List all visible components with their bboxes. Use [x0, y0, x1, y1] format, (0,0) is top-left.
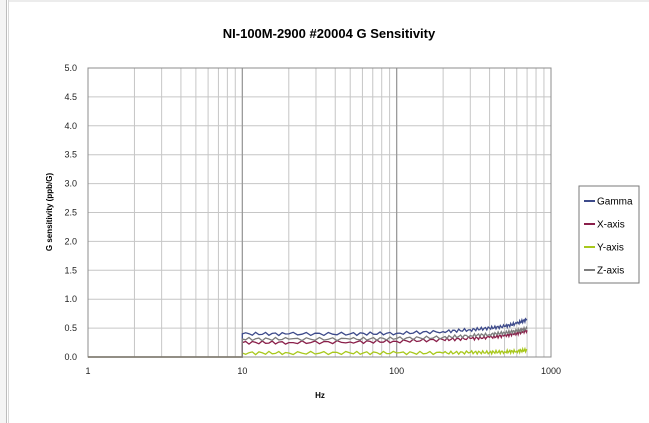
left-window-divider [8, 0, 9, 423]
y-tick-label: 1.0 [64, 294, 77, 304]
chart-title: NI-100M-2900 #20004 G Sensitivity [223, 26, 436, 41]
series-lines [88, 317, 528, 358]
y-tick-label: 5.0 [64, 63, 77, 73]
x-tick-label: 1000 [541, 366, 561, 376]
legend-label: Z-axis [597, 266, 624, 277]
x-tick-label: 10 [237, 366, 247, 376]
legend-label: Y-axis [597, 243, 624, 254]
y-tick-label: 0.0 [64, 352, 77, 362]
x-tick-label: 1 [85, 366, 90, 376]
plot-area-border [87, 67, 552, 358]
y-tick-label: 0.5 [64, 323, 77, 333]
x-tick-label: 100 [389, 366, 404, 376]
legend-label: X-axis [597, 220, 625, 231]
y-tick-label: 2.5 [64, 208, 77, 218]
left-window-border [0, 0, 7, 423]
y-tick-label: 1.5 [64, 265, 77, 275]
y-tick-label: 4.0 [64, 121, 77, 131]
legend: Gamma X-axis Y-axis Z-axis [578, 185, 640, 284]
legend-box [578, 185, 640, 284]
x-axis-label: Hz [315, 391, 325, 400]
top-window-border [9, 0, 649, 2]
y-tick-label: 4.5 [64, 92, 77, 102]
y-tick-label: 2.0 [64, 236, 77, 246]
y-axis-ticks: 0.0 0.5 1.0 1.5 2.0 2.5 3.0 3.5 4.0 4.5 5.0 [64, 63, 77, 362]
series-line-z-axis [88, 325, 528, 358]
series-line-gamma [88, 317, 528, 358]
y-axis-label: G sensitivity (ppb/G) [45, 173, 54, 252]
legend-label: Gamma [597, 197, 633, 208]
series-line-x-axis [88, 327, 528, 358]
chart-grid [88, 67, 551, 358]
series-line-y-axis [88, 346, 528, 358]
y-tick-label: 3.5 [64, 150, 77, 160]
x-axis-ticks: 1 10 100 1000 [85, 366, 561, 376]
y-tick-label: 3.0 [64, 179, 77, 189]
